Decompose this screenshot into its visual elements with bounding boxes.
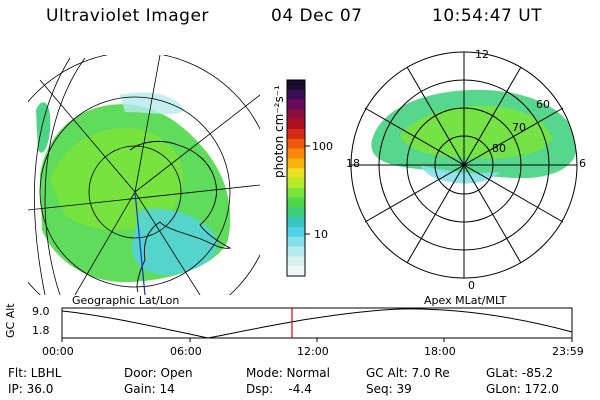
colorbar-band bbox=[287, 119, 305, 130]
colorbar-band bbox=[287, 129, 305, 140]
filter-info: Flt: LBHL bbox=[8, 366, 62, 380]
time-label: 10:54:47 UT bbox=[432, 6, 543, 26]
colorbar-band bbox=[287, 178, 305, 189]
meridian-arc bbox=[34, 57, 71, 295]
colorbar-band bbox=[287, 99, 305, 110]
meridian-line bbox=[39, 79, 136, 193]
colorbar-band bbox=[287, 256, 305, 267]
meridian-line bbox=[134, 191, 201, 295]
mlt-label-0: 0 bbox=[468, 279, 475, 292]
instrument-title: Ultraviolet Imager bbox=[46, 6, 209, 26]
colorbar-band bbox=[287, 236, 305, 248]
colorbar-band bbox=[287, 89, 305, 101]
colorbar-band bbox=[287, 148, 305, 159]
dateline-meridian bbox=[134, 191, 146, 295]
mlt-label-18: 18 bbox=[346, 157, 360, 170]
door-info: Door: Open bbox=[124, 366, 193, 380]
colorbar-tick-100: 100 bbox=[312, 140, 333, 153]
glon-info: GLon: 172.0 bbox=[486, 382, 559, 396]
coastline bbox=[129, 140, 232, 293]
time-label-1800: 18:00 bbox=[424, 345, 456, 358]
latitude-circle bbox=[88, 145, 182, 239]
time-label-2359: 23:59 bbox=[552, 345, 584, 358]
colorbar-band bbox=[287, 168, 305, 179]
altitude-curve bbox=[61, 308, 573, 339]
gc-alt-info: GC Alt: 7.0 Re bbox=[366, 366, 450, 380]
mlt-spoke bbox=[406, 66, 522, 264]
colorbar-tick-10: 10 bbox=[314, 228, 328, 241]
colorbar-band bbox=[287, 187, 305, 199]
mlat-label-80: 80 bbox=[492, 142, 506, 155]
geographic-panel-label: Geographic Lat/Lon bbox=[72, 294, 180, 307]
aurora-image-edge bbox=[131, 208, 218, 276]
colorbar-band bbox=[287, 217, 305, 228]
mode-info: Mode: Normal bbox=[246, 366, 330, 380]
mlt-label-12: 12 bbox=[475, 48, 489, 61]
mlat-label-60: 60 bbox=[536, 98, 550, 111]
time-label-0000: 00:00 bbox=[42, 345, 74, 358]
meridian-line bbox=[74, 191, 136, 295]
colorbar-band bbox=[287, 80, 305, 91]
mlat-label-70: 70 bbox=[512, 121, 526, 134]
colorbar-band bbox=[287, 246, 305, 257]
ip-info: IP: 36.0 bbox=[8, 382, 54, 396]
dsp-info: Dsp: -4.4 bbox=[246, 382, 312, 396]
time-label-1200: 12:00 bbox=[297, 345, 329, 358]
meridian-line bbox=[134, 94, 260, 193]
meridian-line bbox=[28, 184, 260, 211]
colorbar-band bbox=[287, 207, 305, 218]
apex-panel-label: Apex MLat/MLT bbox=[424, 294, 507, 307]
altitude-axis-label: GC Alt bbox=[4, 303, 17, 338]
seq-info: Seq: 39 bbox=[366, 382, 412, 396]
date-label: 04 Dec 07 bbox=[271, 6, 363, 26]
altitude-tick-high: 9.0 bbox=[32, 305, 50, 318]
aurora-oval-core bbox=[400, 105, 552, 159]
colorbar-band bbox=[287, 158, 305, 169]
time-label-0600: 06:00 bbox=[170, 345, 202, 358]
aurora-image-dayglow bbox=[120, 92, 185, 115]
meridian-line bbox=[134, 55, 161, 193]
colorbar-band bbox=[287, 227, 305, 238]
colorbar-band bbox=[287, 109, 305, 120]
gain-info: Gain: 14 bbox=[124, 382, 175, 396]
mlt-label-6: 6 bbox=[579, 157, 586, 170]
meridian-arc bbox=[44, 57, 86, 295]
colorbar-band bbox=[287, 138, 305, 150]
altitude-tick-low: 1.8 bbox=[32, 324, 50, 337]
glat-info: GLat: -85.2 bbox=[486, 366, 553, 380]
colorbar-frame bbox=[286, 79, 306, 277]
latitude-circle bbox=[39, 96, 231, 288]
colorbar-band bbox=[287, 266, 305, 277]
colorbar-band bbox=[287, 197, 305, 208]
aurora-image-core bbox=[50, 127, 184, 231]
